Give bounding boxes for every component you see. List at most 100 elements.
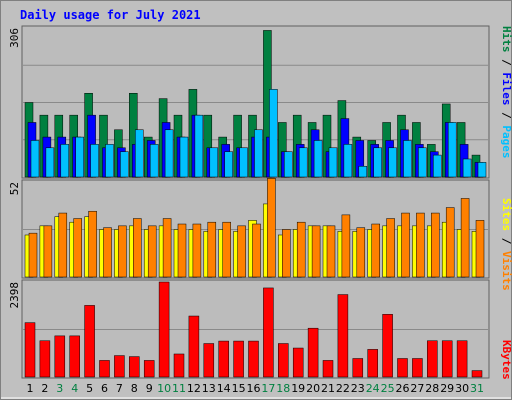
x-tick-label-day-7: 7	[116, 382, 123, 395]
bar-visits-day-31	[475, 220, 485, 278]
bar-visits-day-7	[118, 225, 127, 278]
bar-kbytes-day-6	[99, 360, 110, 378]
bar-pages-day-17	[269, 89, 278, 178]
bar-kbytes-day-20	[307, 327, 319, 378]
bar-pages-day-18	[284, 151, 293, 178]
bar-pages-day-12	[194, 114, 204, 178]
bar-kbytes-day-23	[352, 358, 364, 378]
legend-hits: Hits	[500, 26, 512, 53]
bar-kbytes-day-8	[129, 356, 140, 378]
legend-files: Files	[500, 72, 512, 105]
x-tick-label-day-30: 30	[455, 382, 469, 395]
bar-pages-day-11	[179, 136, 189, 178]
bar-pages-day-8	[135, 129, 144, 178]
svg-text:Sites / Visits: Sites / Visits	[500, 198, 512, 291]
bar-visits-day-16	[252, 223, 261, 278]
legend-hits-files-pages: Hits / Files / Pages	[500, 26, 512, 159]
bar-pages-day-26	[403, 140, 412, 178]
bar-visits-day-23	[356, 227, 366, 278]
legend-sep-3: /	[500, 231, 512, 251]
x-tick-label-day-28: 28	[425, 382, 439, 395]
bar-kbytes-day-3	[54, 335, 66, 378]
bar-kbytes-day-16	[248, 340, 259, 378]
bar-visits-day-18	[282, 229, 291, 278]
bar-visits-day-13	[207, 221, 217, 278]
bar-kbytes-day-30	[456, 340, 468, 378]
x-tick-label-day-2: 2	[41, 382, 48, 395]
bar-kbytes-day-11	[173, 353, 185, 378]
bar-visits-day-10	[162, 218, 172, 278]
bar-kbytes-day-9	[143, 360, 155, 378]
x-tick-label-day-8: 8	[131, 382, 138, 395]
bar-visits-day-9	[147, 225, 157, 278]
bar-kbytes-day-29	[441, 340, 453, 378]
x-tick-label-day-24: 24	[366, 382, 380, 395]
bar-visits-day-1	[28, 232, 38, 278]
bar-visits-day-15	[237, 225, 246, 278]
bar-kbytes-day-26	[397, 358, 408, 378]
bar-visits-day-17	[267, 178, 276, 278]
bar-visits-day-19	[296, 221, 306, 278]
bar-pages-day-30	[462, 158, 472, 178]
bar-pages-day-3	[60, 144, 70, 178]
bar-visits-day-26	[401, 212, 410, 278]
x-tick-label-day-22: 22	[336, 382, 350, 395]
bar-pages-day-25	[388, 147, 397, 178]
bar-kbytes-day-2	[39, 340, 51, 378]
chart-marks: 1 2 3 4 5 6 7 8 9 10 11 12 13 14 15 16 17 18 19 20 21 22 23 24 2…	[23, 30, 488, 395]
bar-visits-day-30	[460, 198, 470, 278]
legend-sep-2: /	[500, 106, 512, 126]
ymax-label-sites: 52	[8, 182, 21, 195]
x-tick-label-day-20: 20	[306, 382, 320, 395]
x-tick-label-day-13: 13	[202, 382, 216, 395]
bar-visits-day-20	[311, 225, 321, 278]
bar-kbytes-day-28	[427, 340, 438, 378]
bar-pages-day-9	[149, 144, 159, 178]
bar-pages-day-13	[209, 147, 219, 178]
x-tick-label-day-31: 31	[470, 382, 484, 395]
bar-kbytes-day-18	[278, 343, 289, 378]
bar-visits-day-29	[445, 207, 455, 278]
x-tick-label-day-19: 19	[291, 382, 305, 395]
bar-visits-day-2	[43, 225, 53, 278]
bar-pages-day-10	[164, 129, 174, 178]
x-tick-label-day-17: 17	[261, 382, 275, 395]
bar-kbytes-day-1	[24, 322, 36, 378]
bar-visits-day-6	[103, 227, 112, 278]
bar-kbytes-day-22	[337, 294, 349, 378]
legend-kbytes: KBytes	[500, 340, 512, 380]
bar-pages-day-14	[224, 151, 233, 178]
bar-kbytes-day-31	[471, 370, 483, 378]
bar-kbytes-day-17	[263, 287, 274, 378]
bar-kbytes-day-12	[188, 315, 200, 378]
bar-visits-day-4	[73, 218, 82, 278]
x-tick-label-day-21: 21	[321, 382, 335, 395]
bar-pages-day-31	[477, 162, 487, 178]
legend-sites: Sites	[500, 198, 512, 231]
bar-kbytes-day-14	[218, 340, 229, 378]
bar-visits-day-21	[326, 225, 336, 278]
x-tick-label-day-15: 15	[232, 382, 246, 395]
bar-pages-day-16	[254, 129, 263, 178]
bar-kbytes-day-13	[203, 343, 215, 378]
bar-pages-day-20	[313, 140, 323, 178]
legend-pages: Pages	[500, 125, 512, 158]
bar-visits-day-11	[177, 223, 187, 278]
bar-pages-day-28	[433, 154, 442, 178]
bar-pages-day-5	[90, 144, 99, 178]
x-tick-label-day-4: 4	[71, 382, 78, 395]
bar-pages-day-7	[120, 151, 129, 178]
bar-visits-day-3	[58, 212, 68, 278]
x-tick-label-day-27: 27	[410, 382, 424, 395]
x-tick-label-day-25: 25	[381, 382, 395, 395]
legend-visits: Visits	[500, 251, 512, 291]
ymax-label-kbytes: 2398	[8, 282, 21, 309]
bar-pages-day-29	[447, 122, 457, 178]
legend-kbytes-group: KBytes	[500, 340, 512, 380]
bar-visits-day-28	[431, 212, 440, 278]
bar-pages-day-23	[358, 166, 368, 178]
bar-visits-day-12	[192, 223, 202, 278]
bar-pages-day-21	[328, 147, 338, 178]
bar-kbytes-day-10	[158, 281, 170, 378]
